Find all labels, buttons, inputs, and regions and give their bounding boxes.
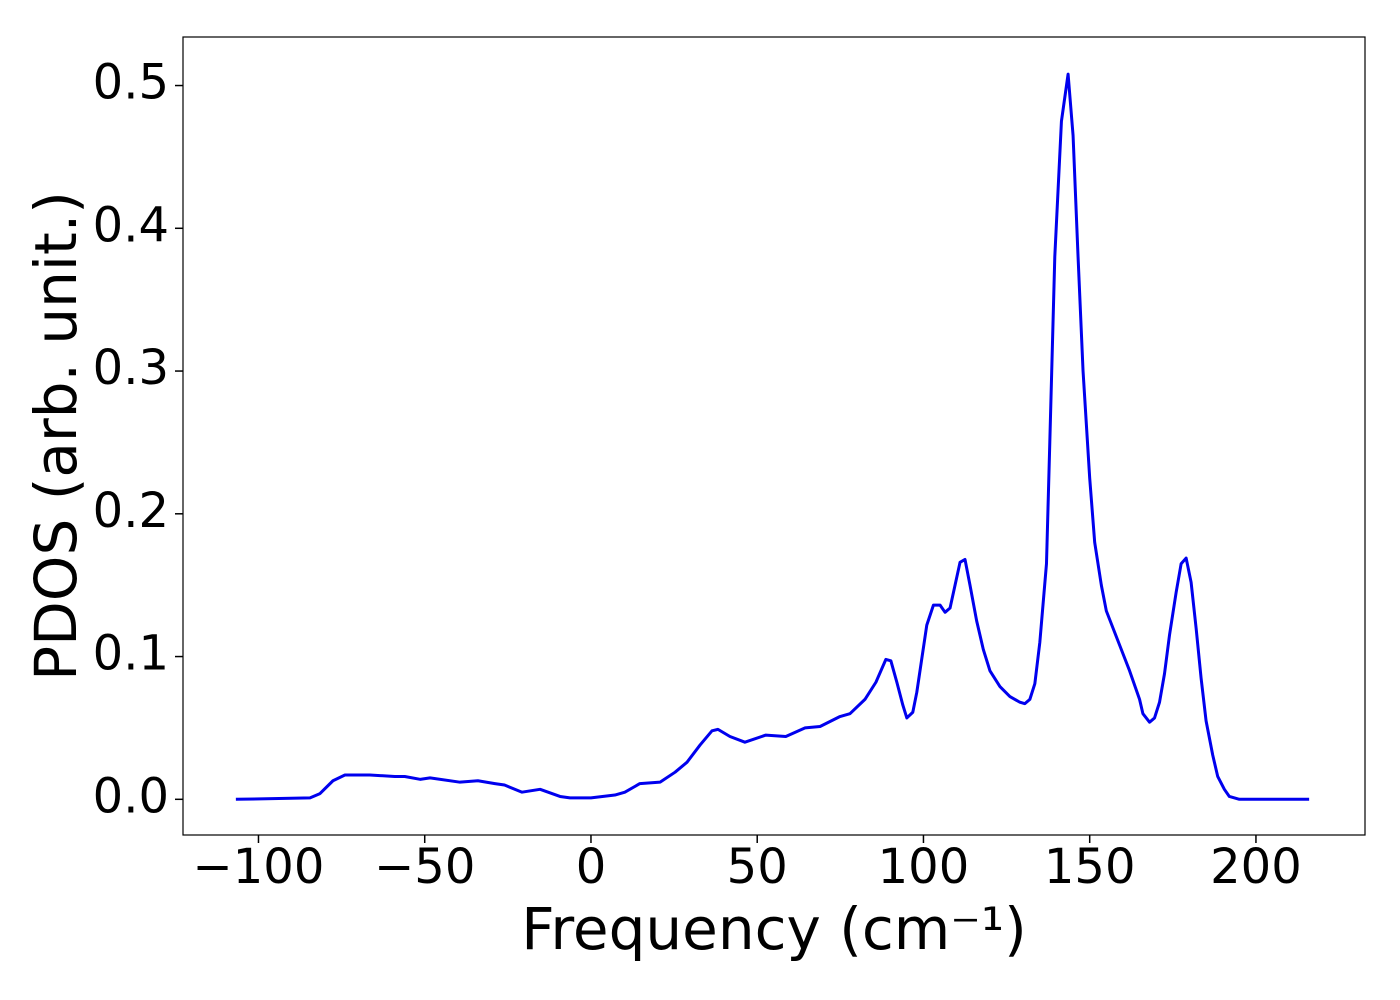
y-tick-label: 0.3	[93, 340, 169, 396]
y-axis-label: PDOS (arb. unit.)	[22, 191, 90, 681]
y-tick-label: 0.0	[93, 768, 169, 824]
y-tick-label: 0.2	[93, 483, 169, 539]
x-tick-label: −100	[193, 839, 325, 895]
x-tick-label: 0	[576, 839, 607, 895]
plot-frame	[182, 36, 1366, 836]
x-tick-label: 50	[727, 839, 788, 895]
x-tick-label: 200	[1210, 839, 1302, 895]
y-tick-label: 0.5	[93, 55, 169, 111]
y-tick-label: 0.4	[93, 197, 169, 253]
x-tick-label: −50	[374, 839, 475, 895]
x-axis-label: Frequency (cm⁻¹)	[521, 895, 1027, 963]
x-tick-label: 150	[1044, 839, 1136, 895]
line-series	[235, 72, 1310, 801]
x-tick-label: 100	[878, 839, 970, 895]
y-tick-label: 0.1	[93, 626, 169, 682]
